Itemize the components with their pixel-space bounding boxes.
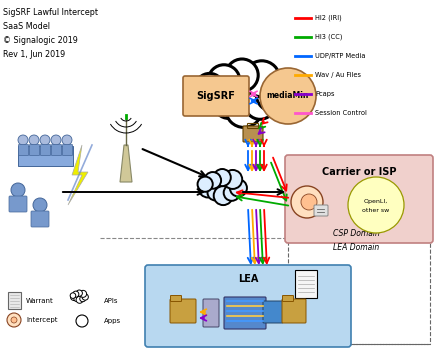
FancyBboxPatch shape — [223, 297, 265, 329]
FancyBboxPatch shape — [294, 270, 316, 298]
FancyBboxPatch shape — [202, 299, 219, 327]
FancyBboxPatch shape — [262, 301, 283, 323]
Circle shape — [11, 317, 17, 323]
Circle shape — [29, 135, 39, 145]
FancyBboxPatch shape — [18, 145, 28, 156]
Text: mediaMin: mediaMin — [266, 91, 308, 100]
Circle shape — [40, 135, 50, 145]
Text: OpenLI,: OpenLI, — [363, 199, 387, 204]
Circle shape — [11, 183, 25, 197]
Text: other sw: other sw — [361, 208, 389, 213]
Text: UDP/RTP Media: UDP/RTP Media — [314, 53, 365, 59]
Text: HI2 (IRI): HI2 (IRI) — [314, 15, 341, 21]
Text: HI3 (CC): HI3 (CC) — [314, 34, 342, 40]
FancyBboxPatch shape — [313, 205, 327, 216]
Circle shape — [62, 135, 72, 145]
Text: Carrier or ISP: Carrier or ISP — [321, 167, 396, 177]
Text: CSP Domain: CSP Domain — [332, 229, 378, 237]
Circle shape — [76, 315, 88, 327]
Text: SaaS Model: SaaS Model — [3, 22, 50, 31]
FancyBboxPatch shape — [29, 145, 39, 156]
Circle shape — [18, 135, 28, 145]
Circle shape — [259, 68, 315, 124]
FancyBboxPatch shape — [243, 126, 262, 142]
FancyBboxPatch shape — [282, 295, 293, 302]
Circle shape — [51, 135, 61, 145]
Text: Session Control: Session Control — [314, 110, 366, 116]
Polygon shape — [120, 145, 132, 182]
Circle shape — [347, 177, 403, 233]
Text: LEA: LEA — [237, 274, 258, 284]
Polygon shape — [68, 145, 88, 205]
FancyBboxPatch shape — [51, 145, 61, 156]
Bar — [18, 146, 73, 166]
Text: Rev 1, Jun 2019: Rev 1, Jun 2019 — [3, 50, 65, 59]
Circle shape — [7, 313, 21, 327]
FancyBboxPatch shape — [170, 295, 181, 302]
Text: Wav / Au Files: Wav / Au Files — [314, 72, 360, 78]
Circle shape — [300, 194, 316, 210]
FancyBboxPatch shape — [281, 299, 305, 323]
FancyBboxPatch shape — [40, 145, 50, 156]
FancyBboxPatch shape — [8, 292, 21, 309]
Text: Intercept: Intercept — [26, 317, 57, 323]
Text: Apps: Apps — [104, 318, 121, 324]
Text: Warrant: Warrant — [26, 298, 53, 304]
Circle shape — [290, 186, 322, 218]
Text: APIs: APIs — [104, 298, 118, 304]
FancyBboxPatch shape — [284, 155, 432, 243]
FancyBboxPatch shape — [183, 76, 248, 116]
Circle shape — [33, 198, 47, 212]
FancyBboxPatch shape — [31, 211, 49, 227]
FancyBboxPatch shape — [170, 299, 195, 323]
Text: LEA Domain: LEA Domain — [332, 244, 378, 252]
Text: SigSRF Lawful Intercept: SigSRF Lawful Intercept — [3, 8, 98, 17]
FancyBboxPatch shape — [62, 145, 72, 156]
Text: Pcaps: Pcaps — [314, 91, 334, 97]
Text: SigSRF: SigSRF — [196, 91, 235, 101]
FancyBboxPatch shape — [9, 196, 27, 212]
Text: © Signalogic 2019: © Signalogic 2019 — [3, 36, 78, 45]
FancyBboxPatch shape — [145, 265, 350, 347]
